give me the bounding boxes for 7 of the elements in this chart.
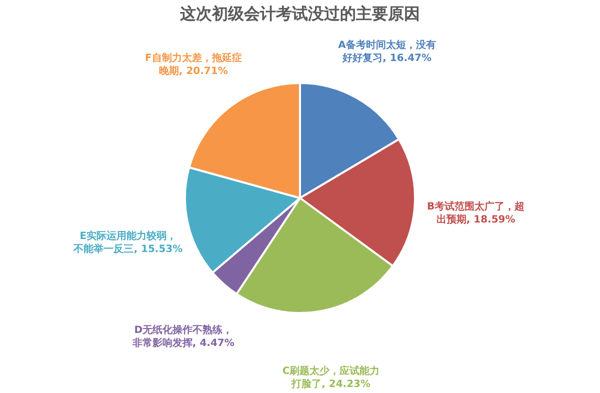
slice-label: D无纸化操作不熟练，非常影响发挥, 4.47%: [131, 324, 234, 349]
slice-label: A备考时间太短，没有好好复习, 16.47%: [338, 39, 436, 64]
chart-title: 这次初级会计考试没过的主要原因: [179, 4, 420, 23]
slice-label: C刷题太少，应试能力打脸了, 24.23%: [282, 365, 380, 390]
slice-label: F自制力太差，拖延症晚期, 20.71%: [144, 52, 242, 77]
slice-label: B考试范围太广了，超出预期, 18.59%: [426, 200, 525, 226]
slice-label: E实际运用能力较弱，不能举一反三, 15.53%: [72, 230, 183, 256]
